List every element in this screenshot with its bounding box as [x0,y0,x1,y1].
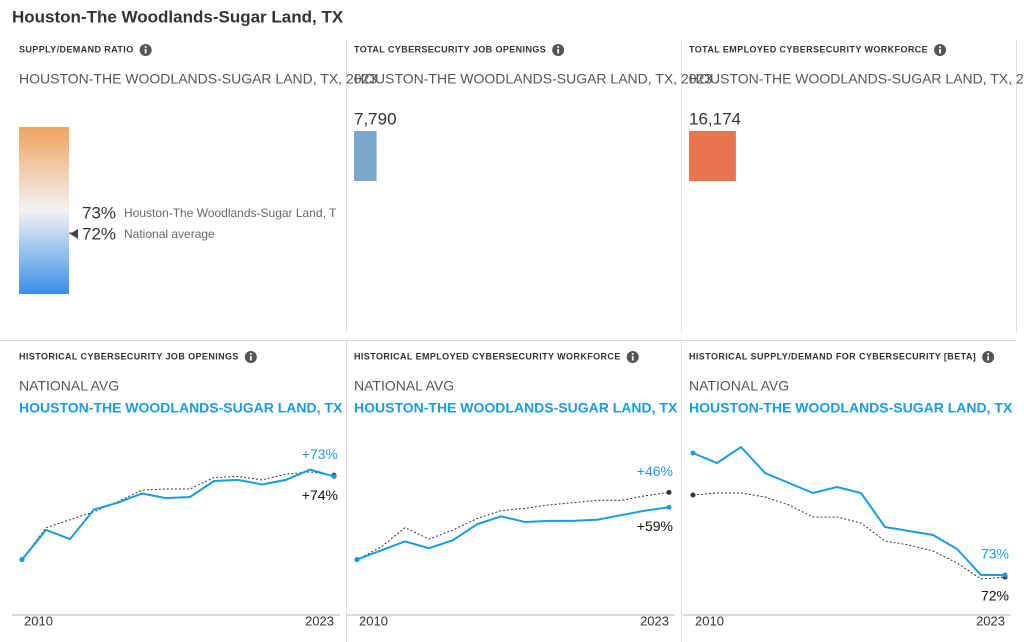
series-line [692,445,1005,576]
bar-value-label: 7,790 [354,109,397,128]
series-dot [690,450,696,456]
series-dot [666,504,672,510]
panel-subtitle: HOUSTON-THE WOODLANDS-SUGAR LAND, TX, 20… [689,71,1024,87]
legend-entry: HOUSTON-THE WOODLANDS-SUGAR LAND, TX [19,400,343,416]
x-tick-label: 2023 [640,613,669,628]
panel-subtitle: HOUSTON-THE WOODLANDS-SUGAR LAND, TX, 20… [354,71,712,87]
bar [354,131,377,181]
legend-entry: NATIONAL AVG [689,378,789,394]
gauge-value-label: 72% [82,224,116,243]
panel-title: HISTORICAL SUPPLY/DEMAND FOR CYBERSECURI… [689,351,976,361]
series-line [21,471,335,560]
panel-title: HISTORICAL CYBERSECURITY JOB OPENINGS [19,351,239,361]
series-line [356,506,670,561]
page-title: Houston-The Woodlands-Sugar Land, TX [12,7,344,26]
info-icon-stem [144,49,147,54]
info-icon-dot [557,46,560,48]
bar-value-label: 16,174 [689,109,741,128]
gauge-marker [70,228,78,239]
end-label: +46% [637,463,673,479]
series-dot [1002,572,1008,578]
end-label: 72% [981,588,1009,604]
info-icon-stem [249,356,252,361]
dividers [0,40,1017,642]
series-dot [354,557,360,563]
series-dot [690,492,696,498]
info-icon-stem [557,49,560,54]
end-label: +59% [637,518,673,534]
x-tick-label: 2010 [359,613,388,628]
series-dot [19,557,25,563]
info-icon-dot [631,353,634,355]
bar [689,131,736,181]
gauge-series-name: National average [124,227,215,241]
x-tick-label: 2023 [976,613,1005,628]
gauge-value-label: 73% [82,203,116,222]
series-dot [666,489,672,495]
end-label: +74% [302,487,338,503]
end-label: 73% [981,546,1009,562]
panel-title: TOTAL EMPLOYED CYBERSECURITY WORKFORCE [689,44,928,54]
info-icon-dot [249,353,252,355]
panel-title: TOTAL CYBERSECURITY JOB OPENINGS [354,44,546,54]
gauge-series-name: Houston-The Woodlands-Sugar Land, T [124,206,337,220]
info-icon-stem [939,49,941,54]
info-icon-stem [987,356,990,361]
legend-entry: HOUSTON-THE WOODLANDS-SUGAR LAND, TX [689,400,1013,416]
gauge-scale [19,127,69,294]
legend-entry: NATIONAL AVG [19,378,119,394]
series-line [692,492,1006,580]
info-icon-dot [939,46,942,48]
info-icon-dot [144,46,147,48]
info-icon-stem [631,356,634,361]
x-tick-label: 2010 [695,613,724,628]
end-label: +73% [302,446,338,462]
legend-entry: NATIONAL AVG [354,378,454,394]
series-line [356,491,670,561]
panel-title: SUPPLY/DEMAND RATIO [19,44,134,54]
x-tick-label: 2023 [305,613,334,628]
series-line [21,468,335,561]
series-dot [331,473,337,479]
legend-entry: HOUSTON-THE WOODLANDS-SUGAR LAND, TX [354,400,678,416]
x-tick-label: 2010 [24,613,53,628]
panel-title: HISTORICAL EMPLOYED CYBERSECURITY WORKFO… [354,351,621,361]
info-icon-dot [987,353,990,355]
panel-subtitle: HOUSTON-THE WOODLANDS-SUGAR LAND, TX, 20… [19,71,377,87]
